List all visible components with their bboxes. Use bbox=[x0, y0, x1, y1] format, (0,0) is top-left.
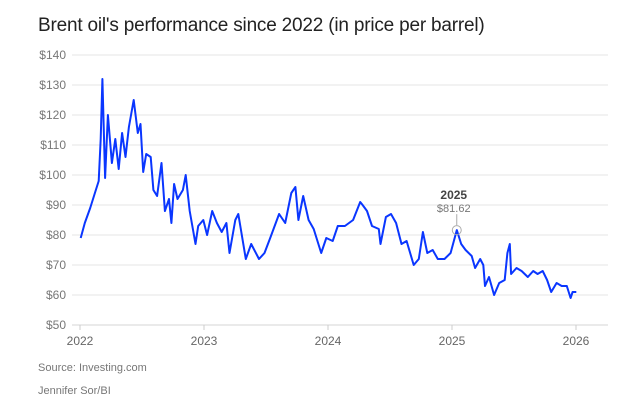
annotation-marker bbox=[451, 225, 462, 236]
x-tick-label: 2024 bbox=[315, 334, 342, 348]
y-tick-label: $130 bbox=[39, 78, 66, 92]
chart-title: Brent oil's performance since 2022 (in p… bbox=[38, 15, 485, 36]
x-tick-label: 2025 bbox=[439, 334, 466, 348]
y-tick-label: $60 bbox=[46, 288, 66, 302]
x-tick-label: 2023 bbox=[191, 334, 218, 348]
y-tick-label: $80 bbox=[46, 228, 66, 242]
credit-note: Jennifer Sor/BI bbox=[38, 385, 111, 397]
annotation-label: 2025 bbox=[440, 188, 467, 202]
y-tick-label: $120 bbox=[39, 108, 66, 122]
annotation-value: $81.62 bbox=[437, 203, 471, 215]
price-line bbox=[79, 78, 577, 299]
x-tick-label: 2022 bbox=[67, 334, 94, 348]
y-tick-label: $140 bbox=[39, 48, 66, 62]
y-tick-label: $110 bbox=[40, 138, 66, 152]
x-tick-label: 2026 bbox=[563, 334, 590, 348]
y-tick-label: $50 bbox=[46, 318, 66, 332]
source-note: Source: Investing.com bbox=[38, 362, 147, 374]
y-tick-label: $100 bbox=[39, 168, 66, 182]
y-tick-label: $90 bbox=[46, 198, 66, 212]
y-tick-label: $70 bbox=[46, 258, 66, 272]
